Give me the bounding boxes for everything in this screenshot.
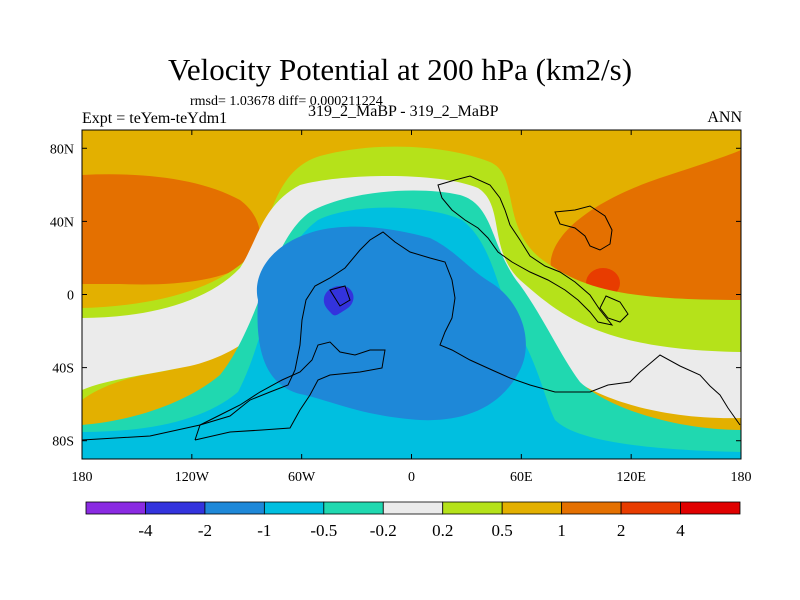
x-tick-label: 180 [731, 470, 752, 485]
x-tick-label: 120W [175, 470, 210, 485]
colorbar-label: 2 [617, 521, 626, 540]
y-tick-label: 40N [50, 215, 74, 230]
y-tick-label: 80N [50, 142, 74, 157]
level-minus-4-to-minus-2 [323, 286, 354, 316]
colorbar-label: 1 [557, 521, 566, 540]
colorbar-label: 4 [676, 521, 685, 540]
colorbar-label: -0.2 [370, 521, 397, 540]
level-1-to-2-west [82, 174, 261, 285]
x-tick-label: 180 [72, 470, 93, 485]
y-tick-label: 80S [52, 435, 74, 450]
x-tick-label: 120E [616, 470, 646, 485]
y-tick-label: 40S [52, 362, 74, 377]
x-tick-label: 60W [288, 470, 316, 485]
colorbar-label: -2 [198, 521, 212, 540]
colorbar-label: 0.2 [432, 521, 453, 540]
level-1-to-2-east [550, 150, 741, 303]
colorbar-swatch [204, 501, 265, 515]
axes: 180 120W 60W 0 60E 120E 180 80N 40N 0 40S 80S [50, 130, 752, 485]
level-minus-0.2-to-0.2 [82, 175, 741, 419]
colorbar-swatch [561, 501, 622, 515]
colorbar-label: -4 [138, 521, 153, 540]
colorbar-swatch [323, 501, 384, 515]
colorbar-swatch [85, 501, 146, 515]
colorbar-swatch [442, 501, 503, 515]
rmsd-diff-stats: rmsd= 1.03678 diff= 0.000211224 [190, 94, 383, 109]
continent-outlines [82, 175, 741, 441]
experiment-label: Expt = teYem-teYdm1 [82, 110, 228, 127]
colorbar-label: -1 [257, 521, 271, 540]
contour-field [82, 130, 741, 459]
colorbar: -4 -2 -1 -0.5 -0.2 0.2 0.5 1 2 4 [85, 501, 741, 540]
colorbar-swatch [620, 501, 681, 515]
x-tick-label: 60E [510, 470, 533, 485]
case-names: 319_2_MaBP - 319_2_MaBP [308, 103, 499, 120]
y-tick-label: 0 [67, 289, 74, 304]
colorbar-swatch [382, 501, 444, 515]
chart-title: Velocity Potential at 200 hPa (km2/s) [167, 52, 633, 87]
season-label: ANN [707, 109, 742, 126]
colorbar-swatch [680, 501, 741, 515]
colorbar-swatch [501, 501, 563, 515]
colorbar-label: -0.5 [310, 521, 337, 540]
level-minus-2-to-minus-1 [256, 226, 526, 421]
colorbar-swatch [263, 501, 325, 515]
colorbar-swatch [145, 501, 206, 515]
x-tick-label: 0 [408, 470, 415, 485]
colorbar-label: 0.5 [492, 521, 513, 540]
